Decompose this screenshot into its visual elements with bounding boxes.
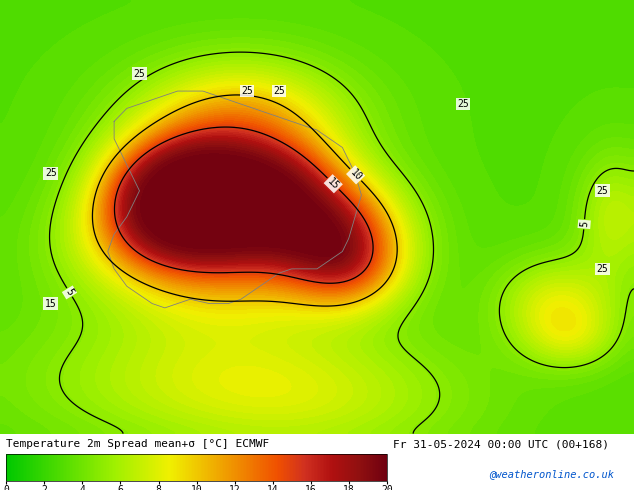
Text: 25: 25 bbox=[457, 99, 469, 109]
Text: @weatheronline.co.uk: @weatheronline.co.uk bbox=[489, 469, 614, 479]
Text: 25: 25 bbox=[597, 264, 608, 274]
Text: 25: 25 bbox=[45, 169, 56, 178]
Text: 5: 5 bbox=[63, 287, 75, 297]
Text: 15: 15 bbox=[325, 176, 341, 192]
Text: Fr 31-05-2024 00:00 UTC (00+168): Fr 31-05-2024 00:00 UTC (00+168) bbox=[393, 439, 609, 449]
Text: 25: 25 bbox=[273, 86, 285, 96]
Text: 5: 5 bbox=[579, 221, 590, 227]
Text: 25: 25 bbox=[242, 86, 253, 96]
Text: 15: 15 bbox=[45, 298, 56, 309]
Text: 25: 25 bbox=[597, 186, 608, 196]
Text: 10: 10 bbox=[348, 167, 363, 183]
Text: 25: 25 bbox=[134, 69, 145, 79]
Text: Temperature 2m Spread mean+σ [°C] ECMWF: Temperature 2m Spread mean+σ [°C] ECMWF bbox=[6, 439, 269, 449]
